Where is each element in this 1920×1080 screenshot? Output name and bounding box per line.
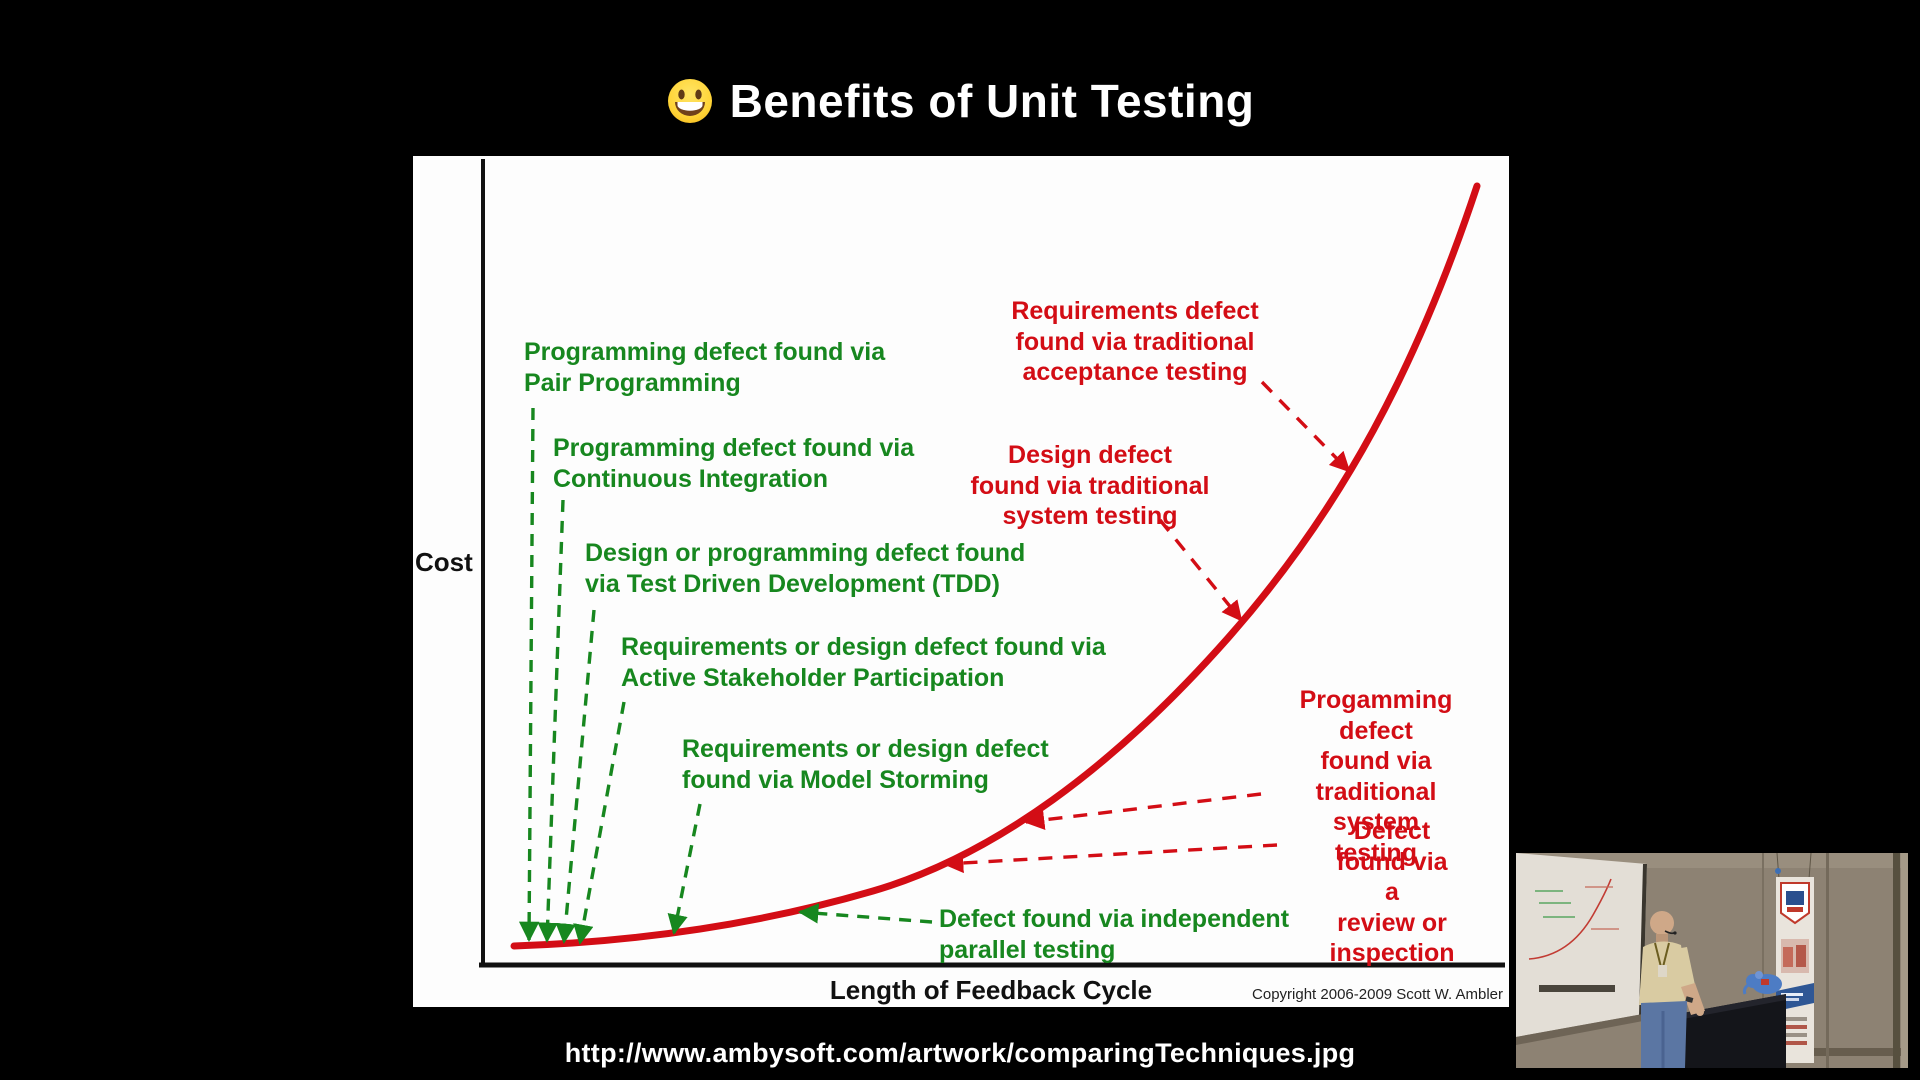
cost-vs-feedback-chart: Cost Length of Feedback Cycle Copyright … xyxy=(413,156,1509,1007)
presenter-head xyxy=(1650,911,1674,935)
annotation-test-driven-development: Design or programming defect found via T… xyxy=(585,539,1026,598)
agile-arrow-tdd xyxy=(555,609,596,945)
agile-arrow-pair-programming xyxy=(518,407,540,943)
presenter-figure xyxy=(1639,911,1705,1068)
annotation-traditional-design-system-testing: Design defect found via traditional syst… xyxy=(970,441,1210,530)
copyright-note: Copyright 2006-2009 Scott W. Ambler xyxy=(1252,986,1503,1003)
y-axis-label: Cost xyxy=(415,547,473,577)
agile-arrow-stakeholder-participation xyxy=(573,701,626,946)
agile-arrow-continuous-integration xyxy=(537,499,565,944)
x-axis-label: Length of Feedback Cycle xyxy=(829,975,1153,1005)
agile-arrow-parallel-testing xyxy=(797,903,933,924)
chart-graphics xyxy=(479,159,1505,968)
agile-arrow-model-storming xyxy=(667,803,702,935)
elephant-plush xyxy=(1742,971,1782,995)
annotation-traditional-acceptance-testing: Requirements defect found via traditiona… xyxy=(1011,297,1259,386)
annotation-model-storming: Requirements or design defect found via … xyxy=(682,735,1049,794)
presenter-video-frame xyxy=(1515,851,1920,1080)
annotation-traditional-programming-system-testing: Progamming defect found via traditional … xyxy=(1299,686,1453,867)
annotation-active-stakeholder-participation: Requirements or design defect found via … xyxy=(621,633,1106,692)
traditional-arrow-review-inspection xyxy=(942,843,1278,874)
podium xyxy=(1683,994,1786,1068)
slide-title-text: Benefits of Unit Testing xyxy=(729,75,1255,127)
annotation-continuous-integration: Programming defect found via Continuous … xyxy=(553,434,915,493)
traditional-arrow-acceptance-testing xyxy=(1260,380,1351,473)
annotation-independent-parallel-testing: Defect found via independent parallel te… xyxy=(939,905,1290,964)
annotation-pair-programming: Programming defect found via Pair Progra… xyxy=(524,338,886,397)
presenter-video-overlay xyxy=(1515,851,1920,1080)
mini-cost-curve xyxy=(1528,878,1612,960)
annotation-review-or-inspection: Defect found via a review or inspection xyxy=(1329,817,1455,967)
source-url: http://www.ambysoft.com/artwork/comparin… xyxy=(564,1038,1356,1068)
grinning-face-emoji-icon xyxy=(667,79,712,123)
cost-curve xyxy=(510,182,1481,950)
traditional-arrow-design-system-testing xyxy=(1158,518,1243,622)
slide-title: 😀 Benefits of Unit Testing xyxy=(0,74,1920,128)
projection-screen xyxy=(1516,853,1647,1045)
